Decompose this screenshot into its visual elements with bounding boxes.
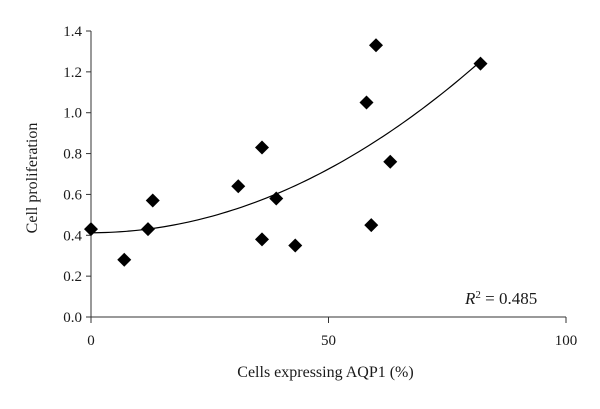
y-tick-label: 1.0	[63, 106, 82, 122]
trendline	[90, 60, 481, 234]
data-point	[383, 154, 398, 169]
y-tick-label: 0.4	[63, 228, 82, 244]
trendline-group	[90, 60, 481, 234]
x-tick-label: 0	[87, 333, 95, 349]
data-point	[364, 218, 379, 233]
y-tick-label: 0.0	[63, 310, 82, 326]
data-point	[473, 56, 488, 71]
tick-labels: 0.0 0.2 0.4 0.6 0.8 1.0 1.2 1.4 0 50 100	[63, 24, 577, 349]
data-point	[269, 191, 284, 206]
y-tick-label: 1.4	[63, 24, 82, 40]
data-point	[359, 95, 374, 110]
r-squared-annotation: R2 = 0.485	[464, 289, 537, 308]
data-points	[84, 38, 488, 267]
r-squared-symbol: R	[464, 289, 476, 308]
data-point	[84, 222, 98, 237]
data-point	[255, 140, 269, 155]
y-tick-label: 0.2	[63, 269, 82, 285]
data-point	[255, 232, 269, 247]
r-squared-exponent: 2	[475, 289, 481, 301]
data-point	[117, 252, 132, 267]
x-axis-title: Cells expressing AQP1 (%)	[237, 364, 413, 381]
data-point	[141, 222, 155, 237]
y-axis-title: Cell proliferation	[24, 123, 41, 234]
y-tick-label: 0.8	[63, 147, 82, 163]
data-point	[145, 193, 160, 208]
r-squared-value: = 0.485	[481, 289, 537, 308]
data-point	[288, 238, 303, 253]
data-point	[369, 38, 383, 53]
y-tick-label: 0.6	[63, 187, 82, 203]
data-point	[231, 179, 246, 194]
x-tick-label: 100	[555, 333, 578, 349]
axes	[86, 30, 567, 323]
y-tick-label: 1.2	[63, 65, 82, 81]
x-tick-label: 50	[321, 333, 336, 349]
